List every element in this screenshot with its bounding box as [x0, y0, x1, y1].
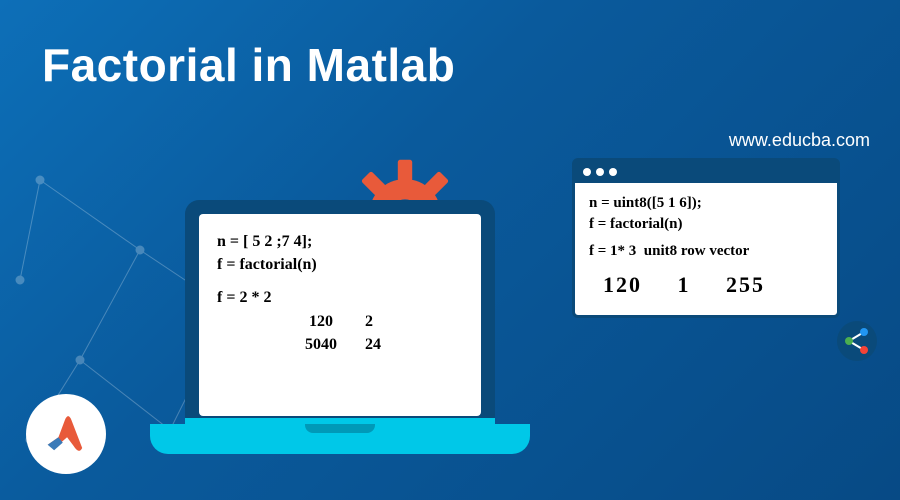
laptop-illustration: n = [ 5 2 ;7 4]; f = factorial(n) f = 2 …: [150, 200, 530, 490]
matrix-row: 5040 24: [217, 333, 463, 356]
laptop-screen: n = [ 5 2 ;7 4]; f = factorial(n) f = 2 …: [199, 214, 481, 416]
code-line: f = 1* 3 unit8 row vector: [589, 241, 823, 262]
matrix-row: 120 2: [217, 310, 463, 333]
code-body: n = uint8([5 1 6]); f = factorial(n) f =…: [575, 183, 837, 311]
page-title: Factorial in Matlab: [42, 38, 455, 92]
window-dot-icon: [609, 168, 617, 176]
window-titlebar: [575, 161, 837, 183]
result-value: 1: [678, 270, 691, 301]
laptop-bezel: n = [ 5 2 ;7 4]; f = factorial(n) f = 2 …: [185, 200, 495, 430]
code-line: f = 2 * 2: [217, 286, 463, 309]
result-value: 120: [603, 270, 642, 301]
secondary-code-window: n = uint8([5 1 6]); f = factorial(n) f =…: [572, 158, 840, 318]
share-icon: [836, 320, 878, 362]
code-line: f = factorial(n): [589, 214, 823, 235]
window-dot-icon: [596, 168, 604, 176]
result-values: 120 1 255: [589, 270, 823, 301]
result-value: 255: [726, 270, 765, 301]
matlab-icon: [39, 407, 93, 461]
code-line: n = uint8([5 1 6]);: [589, 193, 823, 214]
website-url: www.educba.com: [729, 130, 870, 151]
window-dot-icon: [583, 168, 591, 176]
laptop-base: [150, 424, 530, 454]
code-line: f = factorial(n): [217, 253, 463, 276]
matlab-logo: [26, 394, 106, 474]
code-line: n = [ 5 2 ;7 4];: [217, 230, 463, 253]
